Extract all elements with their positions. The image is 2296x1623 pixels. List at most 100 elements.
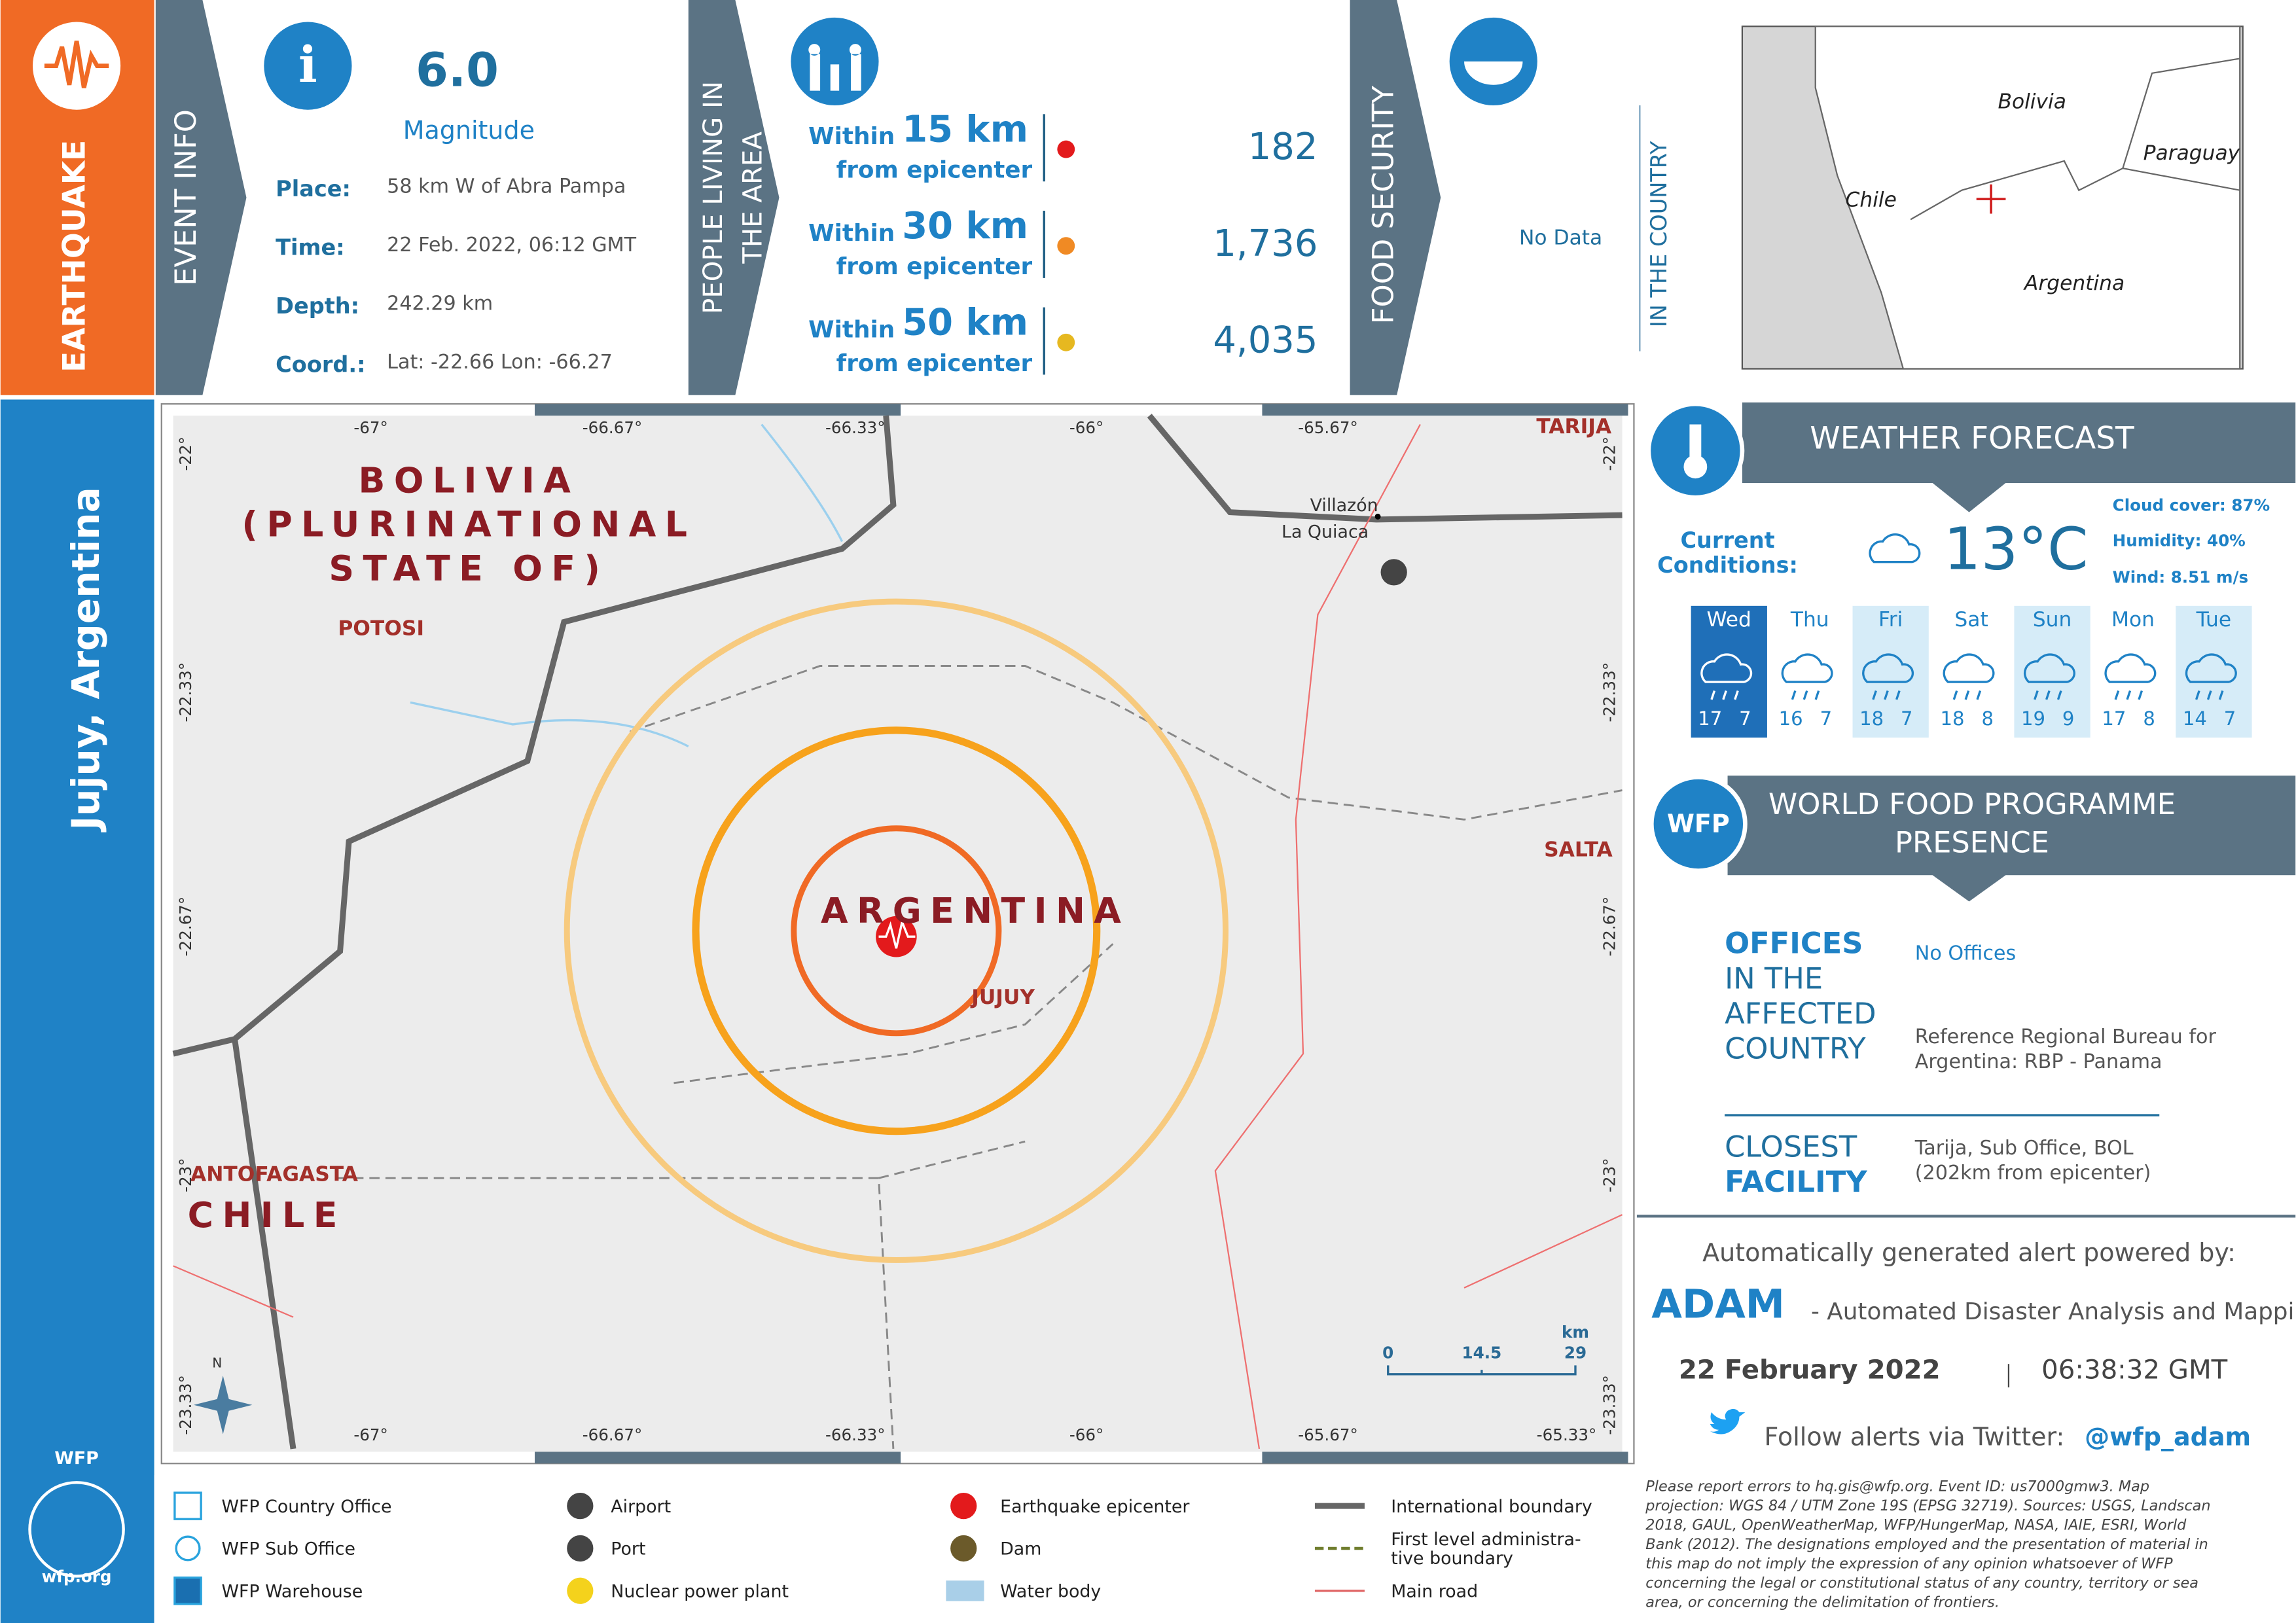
inset-epicenter: [1976, 184, 2006, 214]
legend-symbol: [950, 1535, 977, 1562]
legend-symbol: [946, 1580, 984, 1601]
ring-distance: 30 km: [902, 205, 1028, 247]
magnitude: 6.0: [416, 43, 499, 97]
day-cell: [1852, 605, 1929, 738]
twitter-icon: [1710, 1408, 1746, 1435]
wfp-badge: [1649, 775, 1748, 873]
lat-label: -23°: [1600, 1158, 1619, 1192]
lon-label: -66.67°: [583, 1425, 643, 1444]
lat-label: -22.67°: [176, 897, 195, 957]
ring-dot: [1057, 140, 1075, 158]
ring-people: 4,035: [1213, 319, 1318, 361]
day-icon: [1700, 653, 1753, 700]
north-arrow: [193, 1376, 253, 1435]
lon-label: -67°: [353, 418, 387, 437]
day-low: 7: [1820, 707, 1833, 730]
food-title: FOOD SECURITY: [1365, 85, 1400, 324]
country-label: CHILE: [188, 1194, 346, 1236]
day-icon: [1862, 653, 1914, 700]
humidity: Humidity: 40%: [2113, 531, 2246, 550]
hazard-icon: [32, 22, 121, 110]
day-cell: [1933, 605, 2010, 738]
field-value: 58 km W of Abra Pampa: [387, 175, 626, 198]
scale-label: 0: [1382, 1344, 1393, 1363]
lon-band-top1: [535, 404, 901, 416]
lon-label: -65.67°: [1298, 1425, 1358, 1444]
population-title: THE AREA: [738, 132, 768, 264]
food-value: No Data: [1519, 226, 1602, 250]
day-icon: [1943, 653, 1995, 700]
day-low: 8: [1981, 707, 1994, 730]
food-icon: [1449, 17, 1537, 106]
legend-label: Airport: [611, 1497, 671, 1517]
legend-label: Nuclear power plant: [611, 1582, 789, 1602]
lon-label: -66.33°: [825, 1425, 886, 1444]
day-icon: [2024, 653, 2075, 700]
wfp-logo-text: WFP: [54, 1448, 99, 1469]
inset-label: Chile: [1846, 188, 1897, 211]
people-glyph: [808, 44, 861, 91]
legend-label: tive boundary: [1391, 1548, 1513, 1569]
day-icon: [2104, 653, 2157, 700]
closest-value: (202km from epicenter): [1915, 1162, 2151, 1185]
ring-prefix: Within: [808, 316, 895, 343]
legend-label: Earthquake epicenter: [1000, 1497, 1190, 1517]
country-label: BOLIVIA: [359, 460, 580, 501]
day-high: 19: [2021, 707, 2045, 730]
presence-title: WORLD FOOD PROGRAMME: [1768, 787, 2176, 821]
disclaimer: Please report errors to hq.gis@wfp.org. …: [1645, 1478, 2149, 1495]
day-high: 17: [1698, 707, 1722, 730]
adam-date: 22 February 2022: [1679, 1355, 1941, 1385]
day-low: 9: [2062, 707, 2075, 730]
lon-label: -66°: [1069, 1425, 1103, 1444]
wfp-site: wfp.org: [42, 1567, 112, 1586]
inset-label: Paraguay: [2144, 141, 2240, 165]
lon-band-bot2: [1262, 1452, 1628, 1464]
main-road: [173, 423, 1623, 1450]
buffer-ring: [692, 726, 1101, 1135]
ring-people: 1,736: [1213, 223, 1318, 265]
adam-handle: @wfp_adam: [2085, 1423, 2251, 1452]
scale-label: 14.5: [1462, 1344, 1502, 1363]
ring-dot: [1057, 333, 1075, 351]
people-icon: [791, 17, 879, 106]
closest-heading: CLOSEST: [1725, 1129, 1857, 1164]
day-cell: [2094, 605, 2172, 738]
presence-header: [1727, 776, 2296, 902]
adam-name: ADAM: [1651, 1282, 1785, 1328]
magnitude-label: Magnitude: [403, 116, 535, 145]
day-icon: [1781, 653, 1833, 700]
lon-label: -65.33°: [1537, 1425, 1597, 1444]
admin-label: ANTOFAGASTA: [190, 1163, 359, 1186]
offices-heading: AFFECTED: [1725, 996, 1876, 1031]
lon-label: -66.33°: [825, 418, 886, 437]
closest-value: Tarija, Sub Office, BOL: [1914, 1137, 2134, 1160]
population-title: PEOPLE LIVING IN: [698, 81, 728, 314]
lat-label: -23.33°: [176, 1375, 195, 1435]
ring-people: 182: [1248, 126, 1318, 168]
legend-label: WFP Country Office: [221, 1497, 391, 1517]
disclaimer: projection: WGS 84 / UTM Zone 19S (EPSG …: [1645, 1497, 2210, 1514]
field-value: Lat: -22.66 Lon: -66.27: [387, 351, 613, 374]
legend-label: International boundary: [1391, 1497, 1592, 1517]
ring-distance: 15 km: [902, 108, 1028, 151]
food-strip: [1350, 0, 1441, 395]
epicenter: [876, 916, 917, 957]
current-label: Conditions:: [1657, 552, 1798, 578]
wfp-emblem: [28, 1481, 125, 1578]
scale-label: 29: [1564, 1344, 1587, 1363]
intl-boundary: [172, 414, 1623, 1450]
scale-unit: km: [1562, 1323, 1589, 1342]
field-value: 242.29 km: [387, 293, 493, 315]
admin-label: JUJUY: [970, 986, 1035, 1009]
disclaimer: this map do not imply the expression of …: [1645, 1556, 2173, 1573]
scale-bar: [1387, 1365, 1577, 1376]
hazard-wave: [44, 41, 109, 88]
bureau-value: Argentina: RBP - Panama: [1915, 1050, 2162, 1073]
day-high: 18: [1941, 707, 1965, 730]
legend-panel: [154, 1475, 1637, 1623]
legend-label: Water body: [1000, 1582, 1101, 1602]
wind: Wind: 8.51 m/s: [2113, 567, 2248, 586]
legend-symbol: [567, 1535, 594, 1562]
